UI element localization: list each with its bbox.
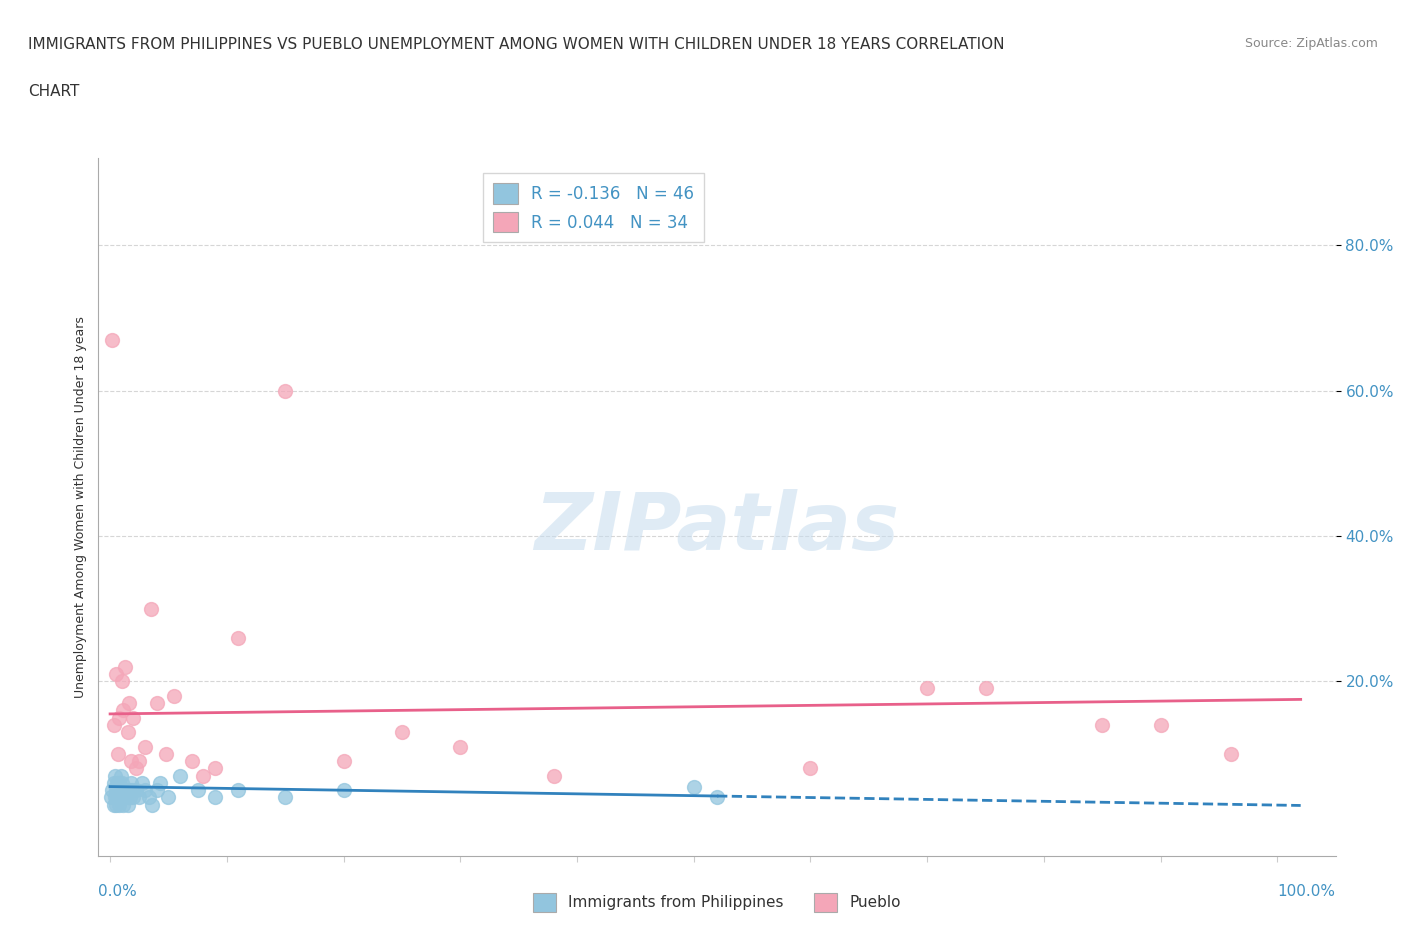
Point xyxy=(391,724,413,739)
Point xyxy=(101,783,124,798)
Text: CHART: CHART xyxy=(28,84,80,99)
Point xyxy=(128,790,150,805)
Point xyxy=(104,768,127,783)
Point xyxy=(332,753,354,768)
Legend: Immigrants from Philippines, Pueblo: Immigrants from Philippines, Pueblo xyxy=(527,887,907,918)
Point xyxy=(163,688,186,703)
Point xyxy=(111,783,134,798)
Point xyxy=(101,332,124,347)
Point xyxy=(139,601,162,616)
Text: ZIPatlas: ZIPatlas xyxy=(534,489,900,566)
Point xyxy=(125,783,148,798)
Point xyxy=(103,797,125,812)
Point xyxy=(107,747,129,762)
Point xyxy=(204,790,226,805)
Point xyxy=(118,783,141,798)
Point xyxy=(122,790,145,805)
Point xyxy=(915,681,938,696)
Point xyxy=(204,761,226,776)
Point xyxy=(141,797,163,812)
Text: 100.0%: 100.0% xyxy=(1278,884,1336,898)
Point xyxy=(543,768,565,783)
Point xyxy=(157,790,180,805)
Point xyxy=(111,703,134,718)
Point xyxy=(155,747,177,762)
Point xyxy=(180,753,202,768)
Point xyxy=(1091,717,1114,732)
Point xyxy=(120,776,142,790)
Point xyxy=(117,724,139,739)
Point xyxy=(332,783,354,798)
Point xyxy=(105,776,128,790)
Point xyxy=(1219,747,1241,762)
Point xyxy=(118,790,141,805)
Y-axis label: Unemployment Among Women with Children Under 18 years: Unemployment Among Women with Children U… xyxy=(75,316,87,698)
Text: Source: ZipAtlas.com: Source: ZipAtlas.com xyxy=(1244,37,1378,50)
Point xyxy=(274,383,297,398)
Point xyxy=(100,790,122,805)
Text: 0.0%: 0.0% xyxy=(98,884,138,898)
Point xyxy=(149,776,172,790)
Point xyxy=(104,797,127,812)
Point xyxy=(146,783,169,798)
Point xyxy=(108,776,131,790)
Point xyxy=(799,761,821,776)
Point xyxy=(107,783,129,798)
Point xyxy=(108,797,131,812)
Text: IMMIGRANTS FROM PHILIPPINES VS PUEBLO UNEMPLOYMENT AMONG WOMEN WITH CHILDREN UND: IMMIGRANTS FROM PHILIPPINES VS PUEBLO UN… xyxy=(28,37,1005,52)
Point xyxy=(122,711,145,725)
Point xyxy=(112,790,135,805)
Point xyxy=(138,790,160,805)
Point xyxy=(187,783,209,798)
Point xyxy=(111,790,134,805)
Point xyxy=(104,783,127,798)
Point xyxy=(131,776,153,790)
Point xyxy=(108,711,131,725)
Point xyxy=(974,681,997,696)
Point xyxy=(105,790,128,805)
Point xyxy=(449,739,471,754)
Point xyxy=(104,667,127,682)
Point xyxy=(134,783,156,798)
Point xyxy=(110,783,132,798)
Point xyxy=(103,717,125,732)
Point xyxy=(114,659,136,674)
Point xyxy=(274,790,297,805)
Point xyxy=(115,790,138,805)
Point xyxy=(169,768,191,783)
Point xyxy=(104,790,127,805)
Point xyxy=(111,776,134,790)
Point xyxy=(193,768,215,783)
Point xyxy=(228,631,250,645)
Point xyxy=(118,696,141,711)
Point xyxy=(706,790,728,805)
Point xyxy=(103,776,125,790)
Point xyxy=(146,696,169,711)
Point xyxy=(107,790,129,805)
Point xyxy=(111,673,134,688)
Point xyxy=(110,768,132,783)
Point xyxy=(128,753,150,768)
Point xyxy=(121,783,143,798)
Point xyxy=(117,797,139,812)
Point xyxy=(111,797,134,812)
Point xyxy=(1149,717,1171,732)
Point xyxy=(134,739,156,754)
Point xyxy=(120,753,142,768)
Point xyxy=(125,761,148,776)
Point xyxy=(228,783,250,798)
Point xyxy=(114,783,136,798)
Point xyxy=(682,779,704,794)
